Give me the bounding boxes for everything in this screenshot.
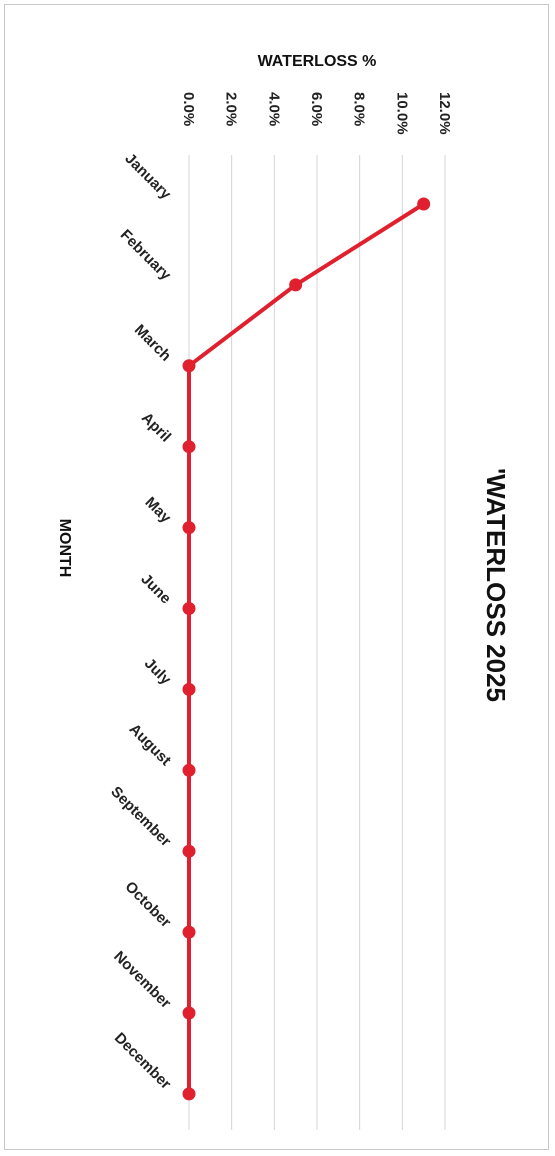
value-tick-label: 10.0% (393, 92, 410, 135)
month-label: November (110, 948, 174, 1012)
series-line (187, 202, 425, 1094)
month-label: August (126, 721, 175, 770)
gridlines (188, 155, 446, 1130)
month-label: April (138, 409, 174, 445)
month-label: January (121, 150, 174, 203)
month-label: February (117, 226, 175, 284)
data-point (182, 440, 196, 454)
value-tick-label: 8.0% (351, 92, 368, 126)
month-label: September (107, 783, 174, 850)
data-point (182, 925, 196, 939)
data-point (182, 521, 196, 535)
data-point (182, 1087, 196, 1101)
data-point (182, 1006, 196, 1020)
month-label: October (122, 878, 175, 931)
chart-frame (4, 4, 549, 1150)
data-point (289, 278, 303, 292)
data-point (182, 844, 196, 858)
data-point (182, 763, 196, 777)
value-tick-labels: 0.0% 2.0% 4.0% 6.0% 8.0% 10.0% 12.0% (180, 92, 453, 135)
waterloss-series (182, 197, 431, 1101)
month-label: June (137, 571, 174, 608)
data-point (182, 359, 196, 373)
month-labels: January February March April May June July Augu… (107, 150, 174, 1093)
value-tick-label: 6.0% (308, 92, 325, 126)
month-label: May (142, 494, 175, 527)
data-point (417, 197, 431, 211)
data-point (182, 682, 196, 696)
month-label: March (131, 321, 174, 364)
value-tick-label: 0.0% (180, 92, 197, 126)
value-axis-title: WATERLOSS % (258, 53, 377, 70)
data-point (182, 602, 196, 615)
month-label: July (141, 655, 175, 689)
value-tick-label: 2.0% (223, 92, 240, 126)
category-axis-title: MONTH (56, 519, 73, 578)
month-label: December (111, 1029, 174, 1092)
value-tick-label: 12.0% (436, 92, 453, 135)
value-tick-label: 4.0% (265, 92, 282, 126)
chart-title: 'WATERLOSS 2025 (481, 468, 511, 702)
